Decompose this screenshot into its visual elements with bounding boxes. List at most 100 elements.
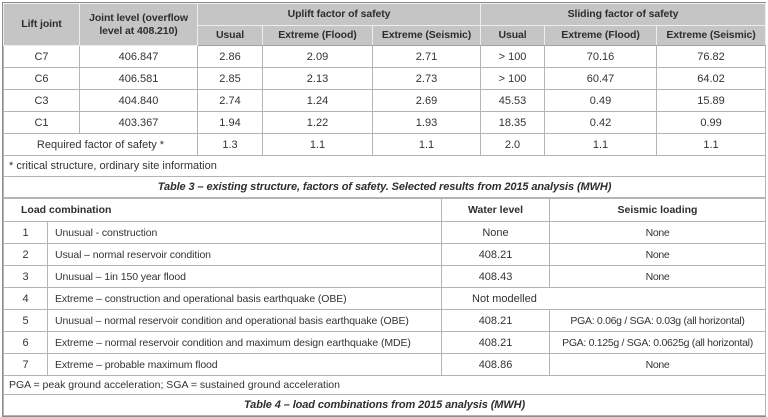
cell-description: Usual – normal reservoir condition (46, 243, 443, 266)
cell-seismic: PGA: 0.125g / SGA: 0.0625g (all horizont… (549, 331, 767, 354)
col-header-seismic-loading: Seismic loading (549, 198, 767, 222)
cell-value: 2.13 (262, 67, 373, 90)
cell-value: 60.47 (544, 67, 658, 90)
table4-load-combinations: Load combination Water level Seismic loa… (2, 198, 767, 416)
table4-caption-row: Table 4 – load combinations from 2015 an… (2, 394, 767, 416)
cell-joint: C7 (3, 45, 80, 68)
cell-level: 403.367 (79, 111, 198, 134)
col-header-load-combination: Load combination (2, 198, 443, 222)
cell-value: 15.89 (656, 89, 767, 112)
cell-seismic: None (549, 265, 767, 288)
cell-value: 70.16 (544, 45, 658, 68)
cell-description: Unusual – 1in 150 year flood (46, 265, 443, 288)
table3-footnote: * critical structure, ordinary site info… (2, 155, 767, 177)
cell-description: Extreme – probable maximum flood (46, 353, 443, 376)
cell-water-level: 408.21 (441, 309, 551, 332)
cell-description: Unusual – normal reservoir condition and… (46, 309, 443, 332)
cell-seismic: None (549, 221, 767, 244)
table-row-c1: C1 403.367 1.94 1.22 1.93 18.35 0.42 0.9… (3, 111, 767, 134)
cell-number: 3 (3, 265, 48, 288)
cell-value: 2.0 (480, 133, 546, 156)
col-group-uplift: Uplift factor of safety (196, 3, 482, 26)
cell-water-level: 408.21 (441, 243, 551, 266)
cell-joint: C3 (3, 89, 80, 112)
table-row-c6: C6 406.581 2.85 2.13 2.73 > 100 60.47 64… (3, 67, 767, 90)
col-header-water-level: Water level (441, 198, 551, 222)
cell-number: 2 (3, 243, 48, 266)
cell-seismic: None (549, 353, 767, 376)
cell-value: 1.24 (262, 89, 373, 112)
cell-value: 64.02 (656, 67, 767, 90)
table-row-lc3: 3 Unusual – 1in 150 year flood 408.43 No… (3, 265, 767, 288)
cell-value: 76.82 (656, 45, 767, 68)
col-header-uplift-usual: Usual (197, 25, 263, 46)
cell-value: > 100 (480, 45, 546, 68)
cell-value: 0.49 (544, 89, 658, 112)
table-row-lc5: 5 Unusual – normal reservoir condition a… (3, 309, 767, 332)
cell-seismic: None (549, 243, 767, 266)
cell-level: 406.581 (79, 67, 198, 90)
table3-header-row-1: Lift joint Joint level (overflow level a… (3, 3, 767, 46)
cell-water-level: 408.43 (441, 265, 551, 288)
table-row-c3: C3 404.840 2.74 1.24 2.69 45.53 0.49 15.… (3, 89, 767, 112)
table-row-c7: C7 406.847 2.86 2.09 2.71 > 100 70.16 76… (3, 45, 767, 68)
cell-joint: C6 (3, 67, 80, 90)
cell-value: 1.3 (197, 133, 263, 156)
cell-value: 1.94 (197, 111, 263, 134)
table-row-lc6: 6 Extreme – normal reservoir condition a… (3, 331, 767, 354)
cell-number: 7 (3, 353, 48, 376)
cell-value: 1.93 (371, 111, 482, 134)
cell-number: 6 (3, 331, 48, 354)
cell-value: > 100 (480, 67, 546, 90)
cell-value: 1.22 (262, 111, 373, 134)
table-row-lc7: 7 Extreme – probable maximum flood 408.8… (3, 353, 767, 376)
cell-water-level: None (441, 221, 551, 244)
cell-description: Extreme – construction and operational b… (46, 287, 443, 310)
cell-value: 1.1 (262, 133, 373, 156)
table3-header-row-2: Usual Extreme (Flood) Extreme (Seismic) … (4, 25, 767, 46)
cell-level: 404.840 (79, 89, 198, 112)
cell-value: 0.99 (656, 111, 767, 134)
cell-number: 4 (3, 287, 48, 310)
cell-required-label: Required factor of safety * (3, 133, 198, 156)
col-header-joint-level: Joint level (overflow level at 408.210) (79, 3, 198, 46)
cell-value: 2.86 (197, 45, 263, 68)
table-row-lc4: 4 Extreme – construction and operational… (3, 287, 767, 310)
table-row-lc1: 1 Unusual - construction None None (3, 221, 767, 244)
col-header-lift-joint: Lift joint (3, 3, 80, 46)
cell-value: 2.69 (371, 89, 482, 112)
cell-value: 2.73 (371, 67, 482, 90)
col-header-sliding-seismic: Extreme (Seismic) (656, 25, 767, 46)
table4-footnote: PGA = peak ground acceleration; SGA = su… (2, 375, 767, 395)
table-row-required: Required factor of safety * 1.3 1.1 1.1 … (3, 133, 767, 156)
cell-number: 5 (3, 309, 48, 332)
cell-description: Extreme – normal reservoir condition and… (46, 331, 443, 354)
col-header-uplift-flood: Extreme (Flood) (262, 25, 373, 46)
cell-water-level: 408.86 (441, 353, 551, 376)
cell-value: 1.1 (544, 133, 658, 156)
col-header-uplift-seismic: Extreme (Seismic) (371, 25, 482, 46)
table-row-lc2: 2 Usual – normal reservoir condition 408… (3, 243, 767, 266)
cell-level: 406.847 (79, 45, 198, 68)
table4-caption: Table 4 – load combinations from 2015 an… (2, 394, 767, 416)
cell-water-level: 408.21 (441, 331, 551, 354)
cell-number: 1 (3, 221, 48, 244)
cell-value: 2.71 (371, 45, 482, 68)
col-group-sliding: Sliding factor of safety (480, 3, 767, 26)
cell-not-modelled: Not modelled (441, 287, 767, 310)
cell-seismic: PGA: 0.06g / SGA: 0.03g (all horizontal) (549, 309, 767, 332)
col-header-sliding-usual: Usual (480, 25, 546, 46)
table4-footnote-row: PGA = peak ground acceleration; SGA = su… (2, 375, 767, 395)
col-header-sliding-flood: Extreme (Flood) (544, 25, 658, 46)
table4-header-row: Load combination Water level Seismic loa… (2, 198, 767, 222)
table3-footnote-row: * critical structure, ordinary site info… (2, 155, 767, 177)
cell-value: 0.42 (544, 111, 658, 134)
cell-value: 1.1 (656, 133, 767, 156)
cell-value: 2.85 (197, 67, 263, 90)
table3-caption: Table 3 – existing structure, factors of… (2, 176, 767, 198)
cell-value: 2.74 (197, 89, 263, 112)
cell-value: 45.53 (480, 89, 546, 112)
table3-caption-row: Table 3 – existing structure, factors of… (2, 176, 767, 198)
table3-factors-of-safety: Lift joint Joint level (overflow level a… (2, 3, 767, 198)
